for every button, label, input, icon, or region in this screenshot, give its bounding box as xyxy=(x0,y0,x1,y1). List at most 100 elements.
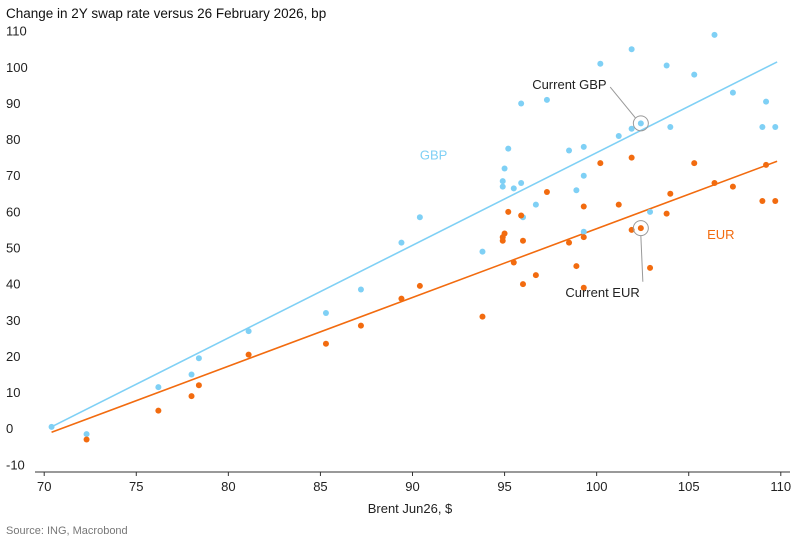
eur-data-point xyxy=(416,282,423,289)
eur-data-point xyxy=(518,212,525,219)
gbp-data-point xyxy=(322,310,329,317)
eur-data-point xyxy=(519,281,526,288)
gbp-data-point xyxy=(499,178,506,185)
y-tick-label: -10 xyxy=(6,457,25,472)
y-tick-label: 70 xyxy=(6,168,20,183)
y-tick-label: 60 xyxy=(6,204,20,219)
gbp-data-point xyxy=(510,185,517,192)
y-tick-label: 50 xyxy=(6,241,20,256)
x-tick-label: 100 xyxy=(586,479,608,494)
eur-data-point xyxy=(691,160,698,167)
eur-data-point xyxy=(573,263,580,270)
gbp-data-point xyxy=(501,165,508,172)
gbp-data-point xyxy=(663,62,670,69)
gbp-data-point xyxy=(667,123,674,130)
x-tick-label: 110 xyxy=(770,479,791,494)
gbp-current-label: Current GBP xyxy=(532,77,606,92)
gbp-data-point xyxy=(566,147,573,154)
eur-data-point xyxy=(615,201,622,208)
eur-data-point xyxy=(479,313,486,320)
gbp-data-point xyxy=(580,228,587,235)
gbp-data-point xyxy=(711,31,718,38)
eur-data-point xyxy=(245,351,252,358)
gbp-data-point xyxy=(518,100,525,107)
chart-title: Change in 2Y swap rate versus 26 Februar… xyxy=(6,6,327,21)
gbp-data-point xyxy=(759,123,766,130)
x-tick-label: 105 xyxy=(678,479,700,494)
eur-trend-line xyxy=(51,160,778,434)
gbp-data-point xyxy=(357,286,364,293)
eur-data-point xyxy=(711,179,718,186)
gbp-data-point xyxy=(772,123,779,130)
gbp-data-point xyxy=(155,384,162,391)
y-tick-label: 20 xyxy=(6,349,20,364)
gbp-data-point xyxy=(505,145,512,152)
eur-data-point xyxy=(663,210,670,217)
eur-current-leader xyxy=(640,235,644,282)
eur-data-point xyxy=(322,340,329,347)
eur-data-point xyxy=(155,407,162,414)
gbp-data-point xyxy=(195,355,202,362)
y-tick-label: 80 xyxy=(6,132,20,147)
gbp-data-point xyxy=(245,328,252,335)
y-tick-label: 110 xyxy=(6,24,27,39)
points-layer xyxy=(48,31,779,443)
x-axis-title: Brent Jun26, $ xyxy=(368,501,453,516)
gbp-current-leader xyxy=(609,86,636,119)
gbp-data-point xyxy=(48,423,55,430)
annot-layer: GBP Current GBP EUR Current EUR xyxy=(420,77,735,300)
eur-data-point xyxy=(83,436,90,443)
gbp-data-point xyxy=(647,208,654,215)
gbp-data-point xyxy=(83,431,90,438)
gbp-data-point xyxy=(628,125,635,132)
eur-data-point xyxy=(667,190,674,197)
gbp-data-point xyxy=(416,214,423,221)
gbp-data-point xyxy=(597,60,604,67)
eur-data-point xyxy=(566,239,573,246)
trend-layer xyxy=(51,61,778,434)
gbp-data-point xyxy=(518,179,525,186)
gbp-data-point xyxy=(543,96,550,103)
y-tick-label: 100 xyxy=(6,60,28,75)
gbp-data-point xyxy=(691,71,698,78)
gbp-trend-line xyxy=(51,61,778,428)
eur-current-label: Current EUR xyxy=(565,285,639,300)
gbp-data-point xyxy=(573,187,580,194)
gbp-data-point xyxy=(637,120,644,127)
gbp-data-point xyxy=(628,46,635,53)
x-tick-label: 90 xyxy=(405,479,419,494)
chart-source: Source: ING, Macrobond xyxy=(6,525,128,537)
eur-data-point xyxy=(543,189,550,195)
eur-data-point xyxy=(357,322,364,329)
eur-data-point xyxy=(580,284,587,291)
y-tick-label: 40 xyxy=(6,277,20,292)
eur-data-point xyxy=(505,208,512,215)
gbp-data-point xyxy=(580,143,587,150)
y-tick-label: 90 xyxy=(6,96,20,111)
x-tick-label: 85 xyxy=(313,479,327,494)
eur-data-point xyxy=(398,295,405,302)
eur-data-point xyxy=(501,230,508,237)
eur-data-point xyxy=(759,198,766,205)
eur-data-point xyxy=(195,382,202,389)
gbp-data-point xyxy=(580,172,587,179)
x-tick-label: 75 xyxy=(129,479,143,494)
eur-data-point xyxy=(597,160,604,167)
gbp-data-point xyxy=(188,371,195,378)
eur-data-point xyxy=(772,198,779,205)
axes-layer: 70 75 80 85 90 95 100 105 110 -10 0 10 20 30 40 50 60 70 8… xyxy=(6,24,791,494)
eur-data-point xyxy=(763,161,770,168)
eur-data-point xyxy=(580,203,587,210)
gbp-data-point xyxy=(615,133,622,139)
y-tick-label: 0 xyxy=(6,421,13,436)
eur-data-point xyxy=(188,393,195,400)
gbp-series-label: GBP xyxy=(420,147,447,162)
eur-data-point xyxy=(729,183,736,190)
eur-data-point xyxy=(628,154,635,161)
eur-data-point xyxy=(637,225,644,232)
gbp-data-point xyxy=(398,239,405,246)
x-tick-label: 70 xyxy=(37,479,51,494)
eur-data-point xyxy=(532,272,539,279)
gbp-data-point xyxy=(499,183,506,190)
